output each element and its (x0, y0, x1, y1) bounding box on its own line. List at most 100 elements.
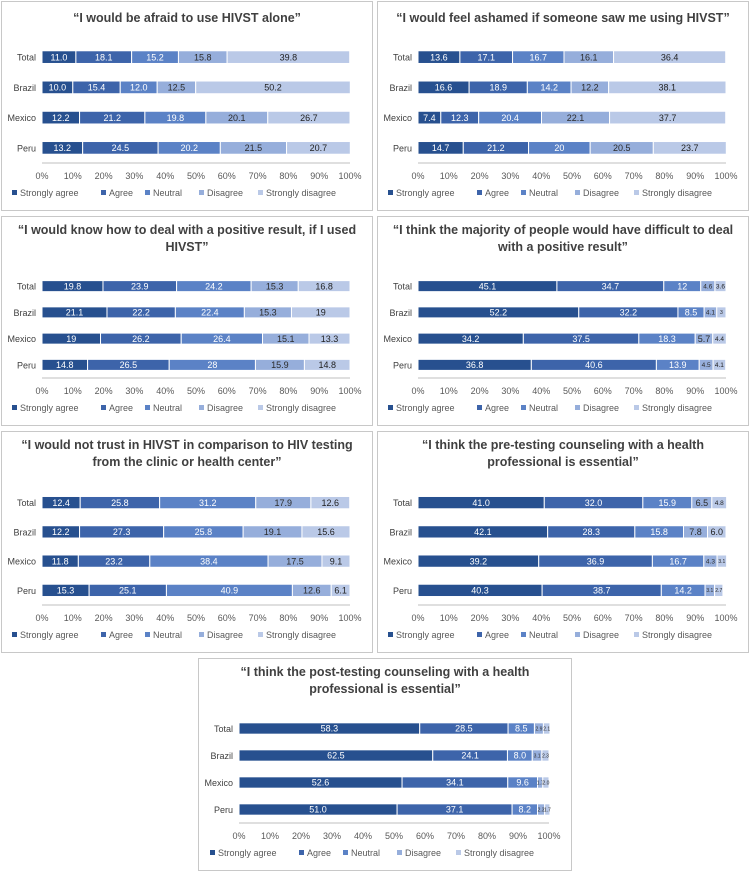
x-tick-label: 100% (714, 171, 737, 181)
x-tick-label: 20% (471, 386, 489, 396)
legend-label: Strongly disagree (642, 630, 712, 640)
bar-segment (652, 141, 727, 155)
category-label: Brazil (13, 83, 36, 93)
chart-svg: “I think the pre-testing counseling with… (383, 438, 737, 640)
bar-segment (303, 358, 351, 371)
data-label: 11.0 (51, 52, 68, 62)
legend-swatch (199, 405, 204, 410)
chart-title: “I think the post-testing counseling wit… (241, 665, 530, 679)
chart-svg: “I would not trust in HIVST in compariso… (7, 438, 361, 640)
x-tick-label: 0% (232, 831, 245, 841)
x-tick-label: 40% (156, 171, 174, 181)
data-label: 4.3 (706, 558, 715, 565)
data-label: 37.7 (659, 113, 677, 123)
legend-label: Agree (485, 188, 509, 198)
legend-swatch (299, 850, 304, 855)
data-label: 8.0 (514, 751, 527, 761)
bar-segment (195, 80, 351, 95)
x-tick-label: 100% (714, 613, 737, 623)
legend-label: Disagree (207, 403, 243, 413)
chart-svg: “I think the post-testing counseling wit… (204, 665, 560, 858)
bar-segment (321, 554, 351, 568)
data-label: 28.3 (582, 527, 600, 537)
data-label: 3 (720, 310, 723, 316)
x-tick-label: 90% (509, 831, 527, 841)
chart-svg: “I would be afraid to use HIVST alone” 0%… (7, 11, 361, 198)
data-label: 45.1 (479, 281, 497, 291)
data-label: 8.2 (519, 805, 532, 815)
chart-title: “I would know how to deal with a positiv… (18, 223, 356, 237)
category-label: Peru (393, 360, 412, 370)
legend-swatch (575, 632, 580, 637)
data-label: 7.8 (689, 527, 702, 537)
x-tick-label: 10% (440, 171, 458, 181)
bar-segment (310, 495, 351, 510)
legend-label: Strongly agree (396, 188, 455, 198)
x-tick-label: 0% (411, 386, 424, 396)
data-label: 32.0 (585, 498, 603, 508)
category-label: Total (393, 53, 412, 63)
data-label: 21.5 (245, 143, 263, 153)
data-label: 18.9 (489, 83, 507, 93)
bar-segment (712, 358, 727, 371)
data-label: 19 (66, 334, 76, 344)
data-label: 12.6 (303, 586, 321, 596)
chart-panel-afraid-alone: “I would be afraid to use HIVST alone” 0%… (1, 1, 373, 211)
data-label: 13.9 (669, 360, 687, 370)
legend-swatch (521, 632, 526, 637)
data-label: 23.9 (131, 281, 149, 291)
category-label: Brazil (13, 308, 36, 318)
legend-swatch (101, 632, 106, 637)
legend-label: Agree (109, 630, 133, 640)
data-label: 12.2 (52, 527, 70, 537)
data-label: 24.5 (112, 143, 130, 153)
data-label: 3.1 (706, 588, 713, 594)
x-tick-label: 30% (125, 613, 143, 623)
legend-swatch (101, 190, 106, 195)
bar-segment (542, 776, 550, 789)
data-label: 40.3 (471, 586, 489, 596)
data-label: 4.5 (702, 362, 711, 369)
legend-label: Neutral (529, 188, 558, 198)
data-label: 3.6 (716, 283, 725, 290)
x-tick-label: 30% (323, 831, 341, 841)
data-label: 4.8 (715, 500, 724, 507)
data-label: 40.6 (585, 360, 603, 370)
data-label: 26.7 (300, 113, 318, 123)
legend-label: Disagree (207, 630, 243, 640)
data-label: 24.1 (461, 751, 479, 761)
bar-segment (711, 495, 728, 510)
data-label: 27.3 (113, 527, 131, 537)
data-label: 1.7 (544, 807, 551, 813)
data-label: 20 (554, 143, 564, 153)
chart-panel-pre-testing-counseling: “I think the pre-testing counseling with… (377, 431, 749, 653)
legend-label: Disagree (583, 630, 619, 640)
x-tick-label: 20% (95, 613, 113, 623)
chart-title: professional is essential” (309, 682, 460, 696)
data-label: 7.4 (423, 113, 436, 123)
data-label: 4.1 (706, 310, 715, 317)
x-tick-label: 30% (125, 386, 143, 396)
x-tick-label: 50% (187, 613, 205, 623)
chart-panel-majority-difficult: “I think the majority of people would ha… (377, 216, 749, 426)
legend-label: Neutral (529, 630, 558, 640)
x-tick-label: 70% (625, 171, 643, 181)
data-label: 20.7 (310, 143, 328, 153)
data-label: 15.8 (194, 52, 212, 62)
data-label: 22.4 (201, 308, 219, 318)
x-tick-label: 60% (218, 171, 236, 181)
data-label: 31.2 (199, 498, 217, 508)
x-tick-label: 30% (501, 613, 519, 623)
category-label: Mexico (383, 334, 412, 344)
data-label: 20.5 (613, 143, 631, 153)
data-label: 4.6 (703, 283, 712, 290)
bar-segment (226, 50, 351, 64)
data-label: 21.1 (66, 308, 84, 318)
legend-label: Neutral (153, 630, 182, 640)
category-label: Peru (393, 143, 412, 153)
legend-label: Agree (485, 403, 509, 413)
data-label: 23.2 (105, 556, 123, 566)
data-label: 34.1 (446, 778, 464, 788)
x-tick-label: 100% (537, 831, 560, 841)
data-label: 3.1 (534, 753, 541, 759)
